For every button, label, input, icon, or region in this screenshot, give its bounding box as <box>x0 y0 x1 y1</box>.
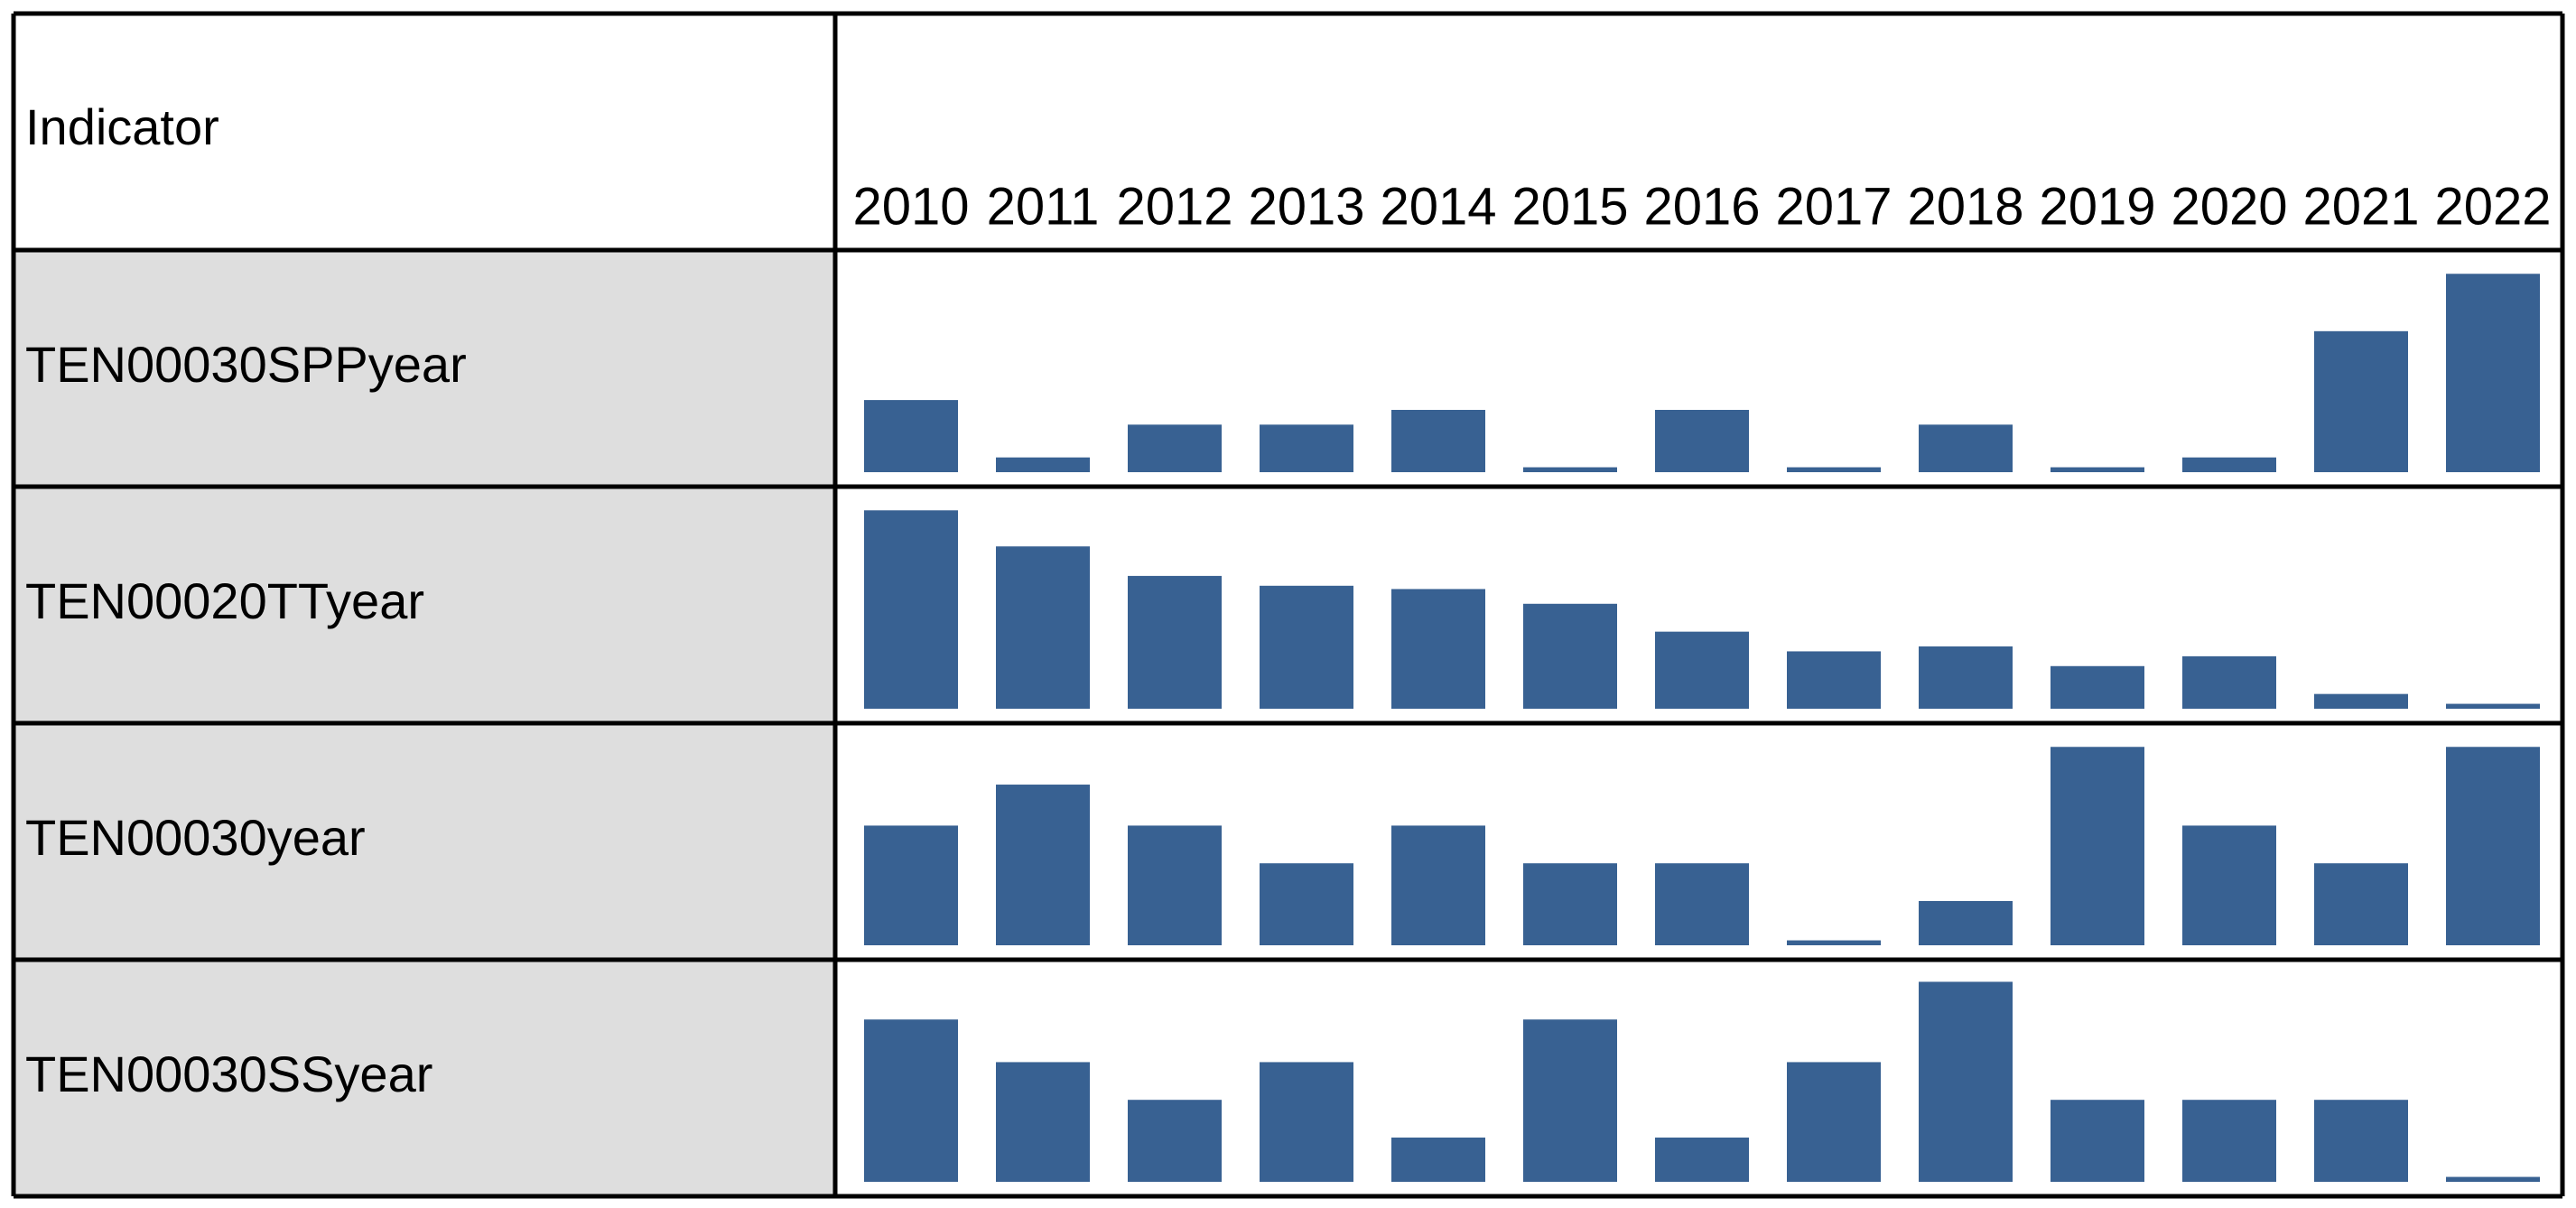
row-label: TEN00030year <box>25 809 366 866</box>
bar <box>2314 330 2408 472</box>
column-header: 2022 <box>2434 177 2551 236</box>
bar <box>1391 825 1485 945</box>
bar <box>1260 424 1353 472</box>
bar <box>864 825 958 945</box>
bar <box>1787 651 1881 709</box>
column-header: 2015 <box>1511 177 1628 236</box>
row-label: TEN00030SSyear <box>25 1045 432 1102</box>
bar <box>1919 646 2013 709</box>
column-header: 2012 <box>1116 177 1232 236</box>
column-header: 2021 <box>2302 177 2419 236</box>
bar <box>1655 863 1749 945</box>
bar <box>1787 940 1881 945</box>
bar <box>1523 1019 1617 1182</box>
bar <box>2446 747 2540 945</box>
bar <box>2182 655 2276 709</box>
bar <box>2446 274 2540 472</box>
row-label: TEN00030SPPyear <box>25 336 467 393</box>
bar <box>996 785 1090 945</box>
column-header: 2016 <box>1643 177 1760 236</box>
bar <box>1260 863 1353 945</box>
bar <box>1787 467 1881 472</box>
bar <box>2182 457 2276 472</box>
row-label-cell <box>14 723 835 960</box>
bar <box>1260 1062 1353 1182</box>
column-header: 2011 <box>987 177 1100 236</box>
column-header: 2019 <box>2039 177 2155 236</box>
bar <box>1655 409 1749 472</box>
row-label-cell <box>14 487 835 723</box>
column-header: 2013 <box>1248 177 1364 236</box>
bar <box>2314 693 2408 709</box>
bar <box>1391 589 1485 709</box>
bar <box>1128 424 1222 472</box>
column-header: 2018 <box>1907 177 2023 236</box>
bar <box>1787 1062 1881 1182</box>
bar <box>2051 1100 2144 1182</box>
column-header: 2014 <box>1380 177 1496 236</box>
bar <box>996 457 1090 472</box>
bar <box>996 546 1090 709</box>
bar <box>1128 575 1222 709</box>
bar <box>1655 1137 1749 1182</box>
column-header: 2017 <box>1775 177 1892 236</box>
bar <box>2314 863 2408 945</box>
bar <box>2051 467 2144 472</box>
bar <box>2051 665 2144 709</box>
bar <box>1523 603 1617 709</box>
bar <box>2314 1100 2408 1182</box>
bar <box>864 1019 958 1182</box>
bar <box>1919 900 2013 945</box>
bar <box>1391 409 1485 472</box>
bar <box>1919 424 2013 472</box>
row-label-cell <box>14 960 835 1196</box>
row-header: Indicator <box>25 98 219 155</box>
row-label: TEN00020TTyear <box>25 572 424 629</box>
bar <box>1128 825 1222 945</box>
bar <box>864 510 958 709</box>
bar <box>864 400 958 472</box>
bar <box>1523 467 1617 472</box>
bar <box>1919 981 2013 1182</box>
column-header: 2020 <box>2171 177 2287 236</box>
bar <box>2051 747 2144 945</box>
bar <box>1523 863 1617 945</box>
bar <box>2446 703 2540 709</box>
bar <box>2182 825 2276 945</box>
column-header: 2010 <box>852 177 969 236</box>
bar <box>2182 1100 2276 1182</box>
bar <box>1260 585 1353 709</box>
bar <box>996 1062 1090 1182</box>
row-label-cell <box>14 250 835 487</box>
bar <box>1655 631 1749 709</box>
bar <box>1128 1100 1222 1182</box>
bar <box>2446 1176 2540 1182</box>
bar <box>1391 1137 1485 1182</box>
